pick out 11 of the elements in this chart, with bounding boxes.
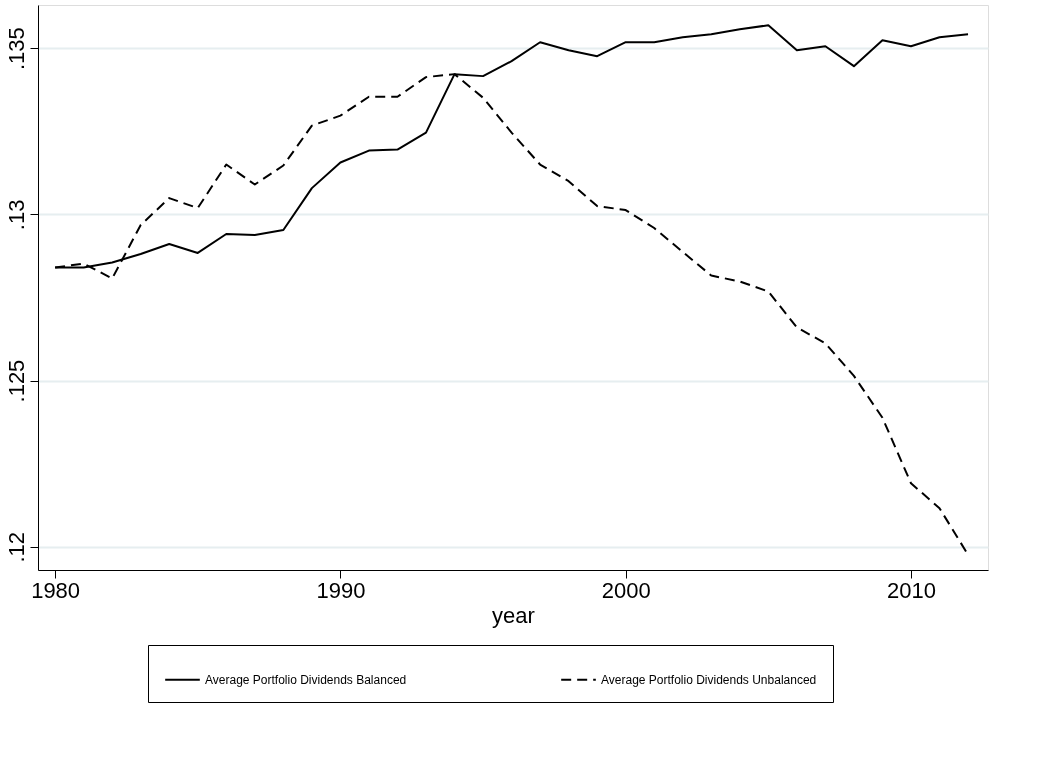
x-tick-label: 2010 <box>887 577 936 603</box>
x-tick-label: 1980 <box>31 577 81 603</box>
x-axis-title: year <box>492 602 535 628</box>
y-tick-label: .135 <box>3 27 29 71</box>
y-tick-label: .13 <box>3 199 29 231</box>
x-tick-label: 2000 <box>601 577 651 603</box>
y-tick-label: .125 <box>3 359 29 403</box>
y-tick-label: .12 <box>3 531 29 563</box>
legend-label: Average Portfolio Dividends Unbalanced <box>601 672 817 687</box>
legend-label: Average Portfolio Dividends Balanced <box>205 672 407 687</box>
x-tick-label: 1990 <box>316 577 366 603</box>
